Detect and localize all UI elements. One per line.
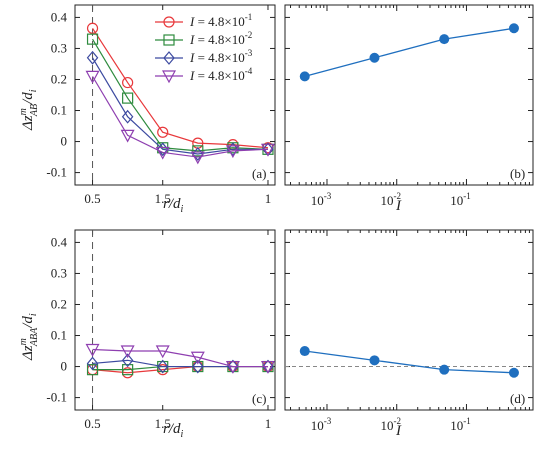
y-tick-label: 0.1 <box>51 103 67 118</box>
data-point <box>85 343 100 357</box>
data-point <box>190 151 205 165</box>
data-point <box>155 146 170 160</box>
y-tick-label: 0 <box>61 359 68 374</box>
series-line <box>92 348 268 368</box>
data-point <box>86 364 99 376</box>
data-point <box>508 367 519 378</box>
legend-marker <box>163 16 175 28</box>
data-point <box>260 143 275 157</box>
data-point <box>157 126 169 138</box>
x-tick-label: 1 <box>265 191 272 206</box>
y-tick-label: 0.3 <box>51 40 67 55</box>
panel-label-b: (b) <box>510 166 525 181</box>
y-tick-label: 0.3 <box>51 265 67 280</box>
x-axis-label-top-right: I <box>395 198 402 214</box>
data-point <box>439 34 450 45</box>
data-point <box>439 364 450 375</box>
y-tick-label: -0.1 <box>46 165 67 180</box>
panel-d-frame <box>284 229 534 411</box>
data-point <box>260 360 275 374</box>
y-tick-label: 0.2 <box>51 296 67 311</box>
x-axis-label-bottom-left: r/di <box>163 421 184 440</box>
data-point <box>227 142 239 157</box>
data-point <box>85 70 100 84</box>
y-tick-label: 0.4 <box>51 234 68 249</box>
data-point <box>299 346 310 357</box>
x-tick-label: 1.5 <box>155 416 171 431</box>
data-point <box>86 33 99 45</box>
data-point <box>86 356 99 371</box>
series-line <box>92 359 268 368</box>
x-tick-label: 10-1 <box>450 416 471 433</box>
data-point <box>122 76 134 89</box>
legend-label: I = 4.8×10-3 <box>189 48 253 65</box>
series-line <box>92 38 269 152</box>
legend-label: I = 4.8×10-1 <box>189 12 252 29</box>
data-point <box>156 359 169 374</box>
legend-label: I = 4.8×10-2 <box>189 30 252 47</box>
panel-b-plot: 10-3 10-2 10-1 <box>285 5 534 208</box>
data-point <box>190 351 205 365</box>
panel-a-plot: 0.4 0.3 0.2 0.1 0 -0.1 0.5 1.5 1 <box>46 5 275 206</box>
data-point <box>369 52 380 63</box>
y-axis-label-top: ΔzmAB/di <box>18 89 40 131</box>
x-tick-label: 0.5 <box>84 416 100 431</box>
x-axis-label-bottom-right: I <box>395 423 402 439</box>
y-tick-label: -0.1 <box>46 390 67 405</box>
data-point <box>225 145 240 159</box>
panel-label-c: (c) <box>252 391 266 406</box>
series-line <box>304 27 515 78</box>
data-point <box>86 50 99 65</box>
x-tick-label: 1 <box>265 416 272 431</box>
panel-c-plot: 0.4 0.3 0.2 0.1 0 -0.1 0.5 1.5 1 <box>46 230 275 431</box>
data-point <box>120 345 135 359</box>
x-tick-label: 10-1 <box>450 191 471 208</box>
legend-marker <box>163 34 175 46</box>
data-point <box>299 71 310 82</box>
panel-a-frame <box>74 4 276 186</box>
data-point <box>122 364 134 376</box>
series-line <box>92 76 269 158</box>
panel-label-a: (a) <box>252 166 266 181</box>
legend-marker <box>163 51 175 65</box>
legend-label: I = 4.8×10-4 <box>189 66 253 83</box>
x-axis-label-top-left: r/di <box>163 196 184 215</box>
series-line <box>304 350 514 374</box>
panel-d-plot: 10-3 10-2 10-1 <box>285 230 534 433</box>
x-tick-label: 0.5 <box>84 191 100 206</box>
data-point <box>192 359 204 374</box>
data-point <box>155 345 170 359</box>
data-point <box>86 22 99 34</box>
data-point <box>121 109 134 124</box>
data-point <box>192 145 204 157</box>
data-point <box>369 355 380 366</box>
y-tick-label: 0.2 <box>51 71 67 86</box>
panel-label-d: (d) <box>510 391 525 406</box>
x-tick-label: 10-3 <box>311 416 332 433</box>
panel-c-frame <box>74 229 276 411</box>
y-axis-label-bottom: ΔzmABA/di <box>18 313 40 361</box>
data-point <box>225 360 240 374</box>
data-point <box>122 92 134 104</box>
y-tick-label: 0.1 <box>51 328 67 343</box>
data-point <box>120 129 135 143</box>
data-point <box>121 353 134 368</box>
data-point <box>508 23 519 34</box>
y-tick-label: 0 <box>61 134 68 149</box>
legend: I = 4.8×10-1I = 4.8×10-2I = 4.8×10-3I = … <box>155 12 253 84</box>
legend-marker <box>161 70 177 84</box>
x-tick-label: 10-3 <box>311 191 332 208</box>
panel-b-frame <box>284 4 534 186</box>
x-tick-label: 1.5 <box>155 191 171 206</box>
series-line <box>92 27 269 149</box>
y-tick-label: 0.4 <box>51 9 68 24</box>
series-line <box>92 57 268 155</box>
